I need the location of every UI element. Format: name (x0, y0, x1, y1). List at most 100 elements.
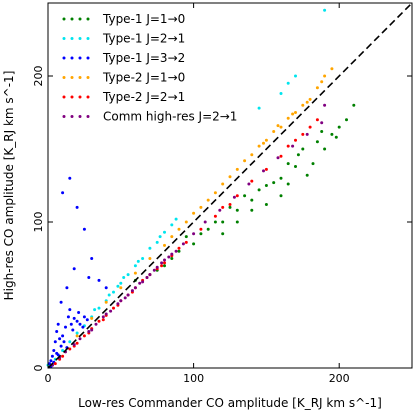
y-tick-label: 200 (32, 66, 45, 87)
x-tick-label: 100 (183, 372, 204, 385)
data-point (286, 144, 290, 148)
data-point (94, 322, 98, 326)
data-point (337, 125, 341, 129)
data-point (155, 265, 159, 269)
data-point (315, 140, 319, 144)
data-point (126, 293, 130, 297)
data-point (320, 121, 324, 125)
data-point (264, 167, 268, 171)
data-point (235, 208, 239, 212)
data-point (305, 173, 309, 177)
data-point (213, 191, 217, 195)
x-tick-label: 0 (45, 372, 52, 385)
series-type-1-j-1-0 (133, 103, 356, 282)
data-point (181, 242, 185, 246)
series-type-1-j-2-1 (46, 8, 327, 367)
data-point (276, 124, 280, 128)
data-point (257, 188, 261, 192)
data-point (141, 257, 145, 260)
data-point (243, 194, 247, 198)
data-point (104, 286, 108, 290)
data-point (218, 208, 222, 212)
data-point (119, 299, 123, 303)
data-point (87, 276, 91, 279)
data-point (199, 227, 203, 231)
reference-line-group (47, 2, 413, 369)
data-point (177, 227, 181, 231)
y-tick-label: 0 (32, 365, 45, 372)
data-point (221, 220, 225, 224)
legend-item-type-1-j-3-2: Type-1 J=3→2 (62, 51, 185, 65)
data-point (107, 293, 111, 297)
legend-label: Type-2 J=1→0 (102, 71, 185, 85)
data-point (192, 242, 196, 246)
data-point (97, 278, 101, 282)
data-point (62, 340, 66, 344)
data-point (90, 316, 94, 320)
data-point (203, 220, 207, 224)
legend-item-type-1-j-1-0: Type-1 J=1→0 (62, 12, 185, 26)
data-point (170, 223, 174, 227)
data-point (82, 315, 86, 319)
data-point (352, 103, 356, 107)
data-point (53, 340, 57, 344)
data-point (199, 232, 203, 236)
data-point (262, 141, 265, 145)
data-point (75, 205, 79, 209)
data-point (104, 300, 108, 304)
legend-marker (62, 95, 90, 99)
data-point (138, 281, 142, 285)
data-point (155, 240, 159, 244)
data-point (170, 252, 174, 256)
data-point (97, 306, 101, 310)
data-point (272, 181, 276, 185)
legend-item-type-2-j-1-0: Type-2 J=1→0 (62, 71, 185, 85)
data-points (46, 8, 356, 368)
data-point (152, 268, 156, 272)
data-point (294, 138, 297, 142)
data-point (345, 118, 348, 122)
data-point (330, 67, 334, 71)
data-point (68, 176, 72, 180)
legend: Type-1 J=1→0 Type-1 J=2→1 Type-1 J=3→2 Type… (62, 12, 237, 124)
data-point (301, 103, 305, 107)
data-point (82, 227, 86, 231)
legend-label: Type-1 J=2→1 (102, 32, 185, 46)
data-point (68, 347, 72, 351)
data-point (122, 276, 126, 279)
data-point (104, 312, 108, 316)
data-point (75, 341, 79, 345)
data-point (177, 249, 181, 253)
data-point (184, 220, 188, 224)
data-point (330, 132, 334, 136)
data-point (192, 232, 196, 236)
data-point (301, 132, 305, 136)
x-tick-label: 200 (329, 372, 350, 385)
data-point (323, 147, 327, 151)
data-point (264, 184, 268, 187)
data-point (221, 182, 225, 186)
data-point (286, 81, 290, 85)
data-point (72, 267, 76, 271)
data-point (66, 315, 70, 319)
data-point (294, 165, 297, 168)
data-point (130, 289, 134, 293)
data-point (301, 147, 305, 151)
data-point (291, 144, 295, 148)
data-point (163, 230, 166, 234)
data-point (93, 308, 97, 312)
data-point (160, 264, 164, 268)
data-point (101, 315, 105, 319)
legend-item-type-1-j-2-1: Type-1 J=2→1 (62, 32, 185, 46)
data-point (308, 97, 312, 101)
data-point (163, 258, 166, 262)
data-point (170, 235, 174, 239)
data-point (221, 232, 225, 236)
data-point (126, 273, 130, 277)
data-point (206, 198, 210, 202)
data-point (82, 334, 86, 338)
legend-marker (62, 115, 90, 118)
data-point (163, 243, 166, 247)
data-point (53, 362, 57, 366)
